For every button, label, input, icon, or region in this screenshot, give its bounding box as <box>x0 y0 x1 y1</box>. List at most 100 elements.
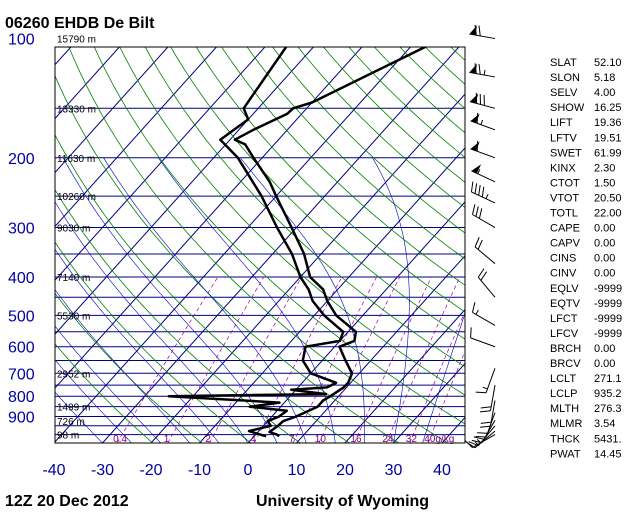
index-value: 0.00 <box>594 358 615 370</box>
index-name: CAPV <box>550 238 581 250</box>
index-name: LCLT <box>550 373 576 385</box>
mixing-ratio-label: 7 <box>289 434 295 445</box>
wind-barb <box>471 204 496 228</box>
index-value: 20.50 <box>594 193 622 205</box>
index-value: 61.99 <box>594 147 622 159</box>
data-source: University of Wyoming <box>256 493 429 510</box>
barb-half-feather <box>482 386 488 390</box>
moist-adiabat <box>55 289 191 443</box>
barb-feather <box>481 186 485 198</box>
barb-half-feather <box>476 439 482 444</box>
barb-feather <box>480 271 488 281</box>
isotherm <box>55 47 363 389</box>
temperature-label: 40 <box>433 462 451 479</box>
barb-feather <box>470 327 472 338</box>
barb-feather <box>471 302 476 313</box>
wind-barb <box>470 181 496 204</box>
height-label: 11630 m <box>57 154 95 165</box>
temperature-label: 10 <box>288 462 306 479</box>
pressure-label: 500 <box>8 308 35 325</box>
moist-adiabat <box>62 157 278 443</box>
index-name: KINX <box>550 162 576 174</box>
barb-feather <box>477 268 485 278</box>
dry-adiabat <box>93 47 465 425</box>
observation-time: 12Z 20 Dec 2012 <box>5 493 129 510</box>
dewpoint-line <box>167 47 345 438</box>
pressure-label: 600 <box>8 340 35 357</box>
wind-barb <box>477 268 496 298</box>
height-label: 9030 m <box>57 224 90 235</box>
isotherm <box>344 308 465 443</box>
barb-feather <box>475 436 487 438</box>
height-label: 15790 m <box>57 35 96 46</box>
moist-adiabat <box>55 248 220 443</box>
mixing-ratio-label: 0.4 <box>113 434 127 445</box>
isotherm <box>296 255 465 443</box>
dry-adiabat <box>55 74 399 443</box>
barb-half-feather <box>477 169 481 175</box>
mixing-ratio-label: 2 <box>205 434 211 445</box>
height-label: 98 m <box>57 431 79 442</box>
temperature-label: -20 <box>139 462 162 479</box>
barb-feather <box>474 63 477 74</box>
temperature-label: 0 <box>244 462 253 479</box>
barb-feather <box>478 25 481 37</box>
wind-barb <box>475 368 496 394</box>
moist-adiabat <box>55 359 132 443</box>
wind-barbs <box>464 24 496 449</box>
temperature-axis-labels: -40 -30 -20 -10 0 10 20 30 40 <box>42 462 451 479</box>
wind-barb <box>469 63 496 78</box>
dry-adiabat <box>297 47 465 208</box>
index-name: LIFT <box>550 117 573 129</box>
temperature-label: -40 <box>42 462 65 479</box>
mixing-ratio-line <box>116 276 219 443</box>
index-name: TOTL <box>550 208 578 220</box>
barb-feather <box>470 181 474 192</box>
moist-adiabat <box>158 157 336 443</box>
mixing-ratio-label: 16 <box>350 434 362 445</box>
dry-adiabat <box>68 47 449 443</box>
isotherm <box>199 147 465 443</box>
barb-feather <box>477 432 488 434</box>
isotherm <box>55 47 121 120</box>
wind-barb <box>464 434 496 449</box>
mixing-ratio-line <box>409 311 465 443</box>
wind-barb <box>469 92 496 109</box>
barb-shaft <box>472 434 496 449</box>
barb-pennant <box>471 164 482 174</box>
wind-barb <box>480 385 496 413</box>
barb-feather <box>476 140 479 152</box>
barb-shaft <box>474 246 496 264</box>
index-name: LCLP <box>550 388 578 400</box>
index-value: 22.00 <box>594 208 622 220</box>
pressure-label: 900 <box>8 410 35 427</box>
barb-half-feather <box>480 119 484 125</box>
barb-half-feather <box>483 70 486 76</box>
index-value: 271.1 <box>594 373 622 385</box>
barb-feather <box>471 204 476 215</box>
moist-adiabat <box>55 201 249 443</box>
index-name: CINS <box>550 253 576 265</box>
height-label: 7140 m <box>57 273 90 284</box>
wind-barb <box>470 140 496 159</box>
pressure-label: 200 <box>8 151 35 168</box>
isotherm <box>55 47 412 443</box>
dry-adiabat <box>144 47 465 368</box>
wind-barb <box>474 237 496 264</box>
station-title: 06260 EHDB De Bilt <box>5 15 155 32</box>
temperature-label: -30 <box>91 462 114 479</box>
dry-adiabat <box>55 292 203 443</box>
index-name: CTOT <box>550 177 580 189</box>
barb-shaft <box>490 385 496 411</box>
barb-feather <box>480 406 492 409</box>
barb-feather <box>478 208 483 219</box>
index-name: PWAT <box>550 448 581 460</box>
moist-adiabat <box>372 157 410 443</box>
index-name: BRCH <box>550 343 581 355</box>
pressure-label: 300 <box>8 221 35 238</box>
barb-feather <box>475 391 487 394</box>
index-value: -9999 <box>594 328 622 340</box>
height-label: 10260 m <box>57 192 96 203</box>
height-label: 1499 m <box>57 403 90 414</box>
dry-adiabat <box>221 47 465 286</box>
